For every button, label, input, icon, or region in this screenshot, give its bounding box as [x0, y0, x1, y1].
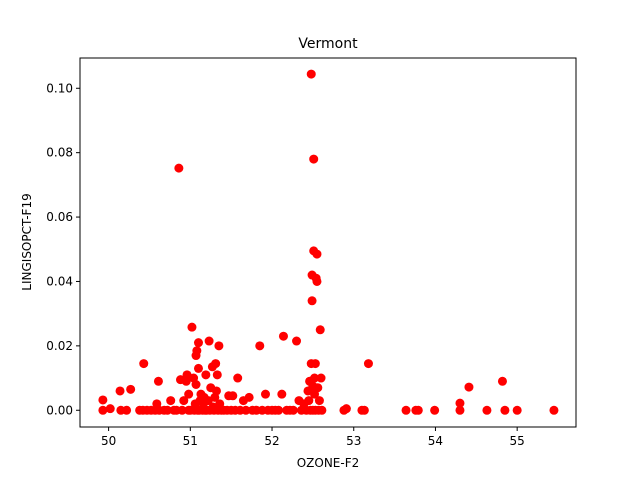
- data-point-130: [464, 382, 474, 392]
- data-point-118: [317, 405, 327, 415]
- y-tick-label: 0.06: [46, 210, 73, 224]
- data-point-6: [126, 384, 136, 394]
- data-point-117: [316, 373, 326, 383]
- x-tick-label: 50: [101, 434, 116, 448]
- data-point-111: [312, 249, 322, 259]
- data-point-23: [177, 405, 187, 415]
- x-tick-label: 51: [183, 434, 198, 448]
- data-point-24: [179, 396, 189, 406]
- x-tick-label: 53: [346, 434, 361, 448]
- data-point-5: [122, 405, 132, 415]
- data-point-68: [228, 391, 238, 401]
- data-point-21: [174, 163, 184, 173]
- x-tick-label: 55: [510, 434, 525, 448]
- data-point-109: [310, 359, 320, 369]
- data-point-106: [310, 373, 320, 383]
- data-point-113: [313, 383, 323, 393]
- data-point-73: [241, 405, 251, 415]
- data-point-38: [193, 338, 203, 348]
- data-point-79: [260, 389, 270, 399]
- data-point-83: [274, 405, 284, 415]
- y-tick-label: 0.08: [46, 146, 73, 160]
- data-point-128: [455, 398, 465, 408]
- x-axis: 50 51 52 53 54 55: [101, 427, 525, 448]
- data-point-57: [211, 359, 221, 369]
- data-point-85: [278, 331, 288, 341]
- data-point-61: [214, 341, 224, 351]
- x-tick-label: 52: [264, 434, 279, 448]
- data-point-36: [192, 346, 202, 356]
- data-point-135: [549, 405, 559, 415]
- data-point-0: [98, 395, 108, 405]
- data-point-95: [304, 396, 314, 406]
- data-point-27: [184, 389, 194, 399]
- data-point-70: [233, 373, 243, 383]
- data-point-126: [413, 405, 423, 415]
- data-point-47: [201, 370, 211, 380]
- y-axis: 0.00 0.02 0.04 0.06 0.08 0.10: [46, 81, 80, 417]
- data-point-17: [162, 405, 172, 415]
- data-point-132: [497, 376, 507, 386]
- y-axis-label: LINGISOPCT-F19: [20, 193, 34, 290]
- data-point-115: [314, 396, 324, 406]
- x-tick-label: 54: [428, 434, 443, 448]
- y-tick-label: 0.02: [46, 339, 73, 353]
- y-tick-label: 0.00: [46, 403, 73, 417]
- data-point-101: [307, 296, 317, 306]
- data-point-134: [512, 405, 522, 415]
- data-point-74: [244, 392, 254, 402]
- data-point-77: [255, 341, 265, 351]
- data-point-120: [341, 404, 351, 414]
- data-point-9: [139, 359, 149, 369]
- x-axis-label: OZONE-F2: [297, 456, 360, 470]
- data-point-39: [193, 363, 203, 373]
- data-point-2: [105, 404, 115, 414]
- data-point-127: [430, 405, 440, 415]
- data-point-84: [277, 389, 287, 399]
- data-point-88: [288, 405, 298, 415]
- data-point-89: [292, 336, 302, 346]
- chart-title: Vermont: [298, 36, 358, 52]
- data-point-122: [359, 405, 369, 415]
- data-point-14: [153, 376, 163, 386]
- plot-frame: [79, 57, 577, 428]
- data-point-50: [204, 336, 214, 346]
- data-point-59: [212, 370, 222, 380]
- data-point-104: [309, 154, 319, 164]
- data-point-3: [115, 386, 125, 396]
- data-point-34: [191, 380, 201, 389]
- data-point-98: [306, 69, 316, 79]
- data-point-131: [482, 405, 492, 415]
- data-point-18: [166, 396, 176, 406]
- data-point-129: [455, 405, 465, 415]
- data-point-30: [187, 322, 197, 332]
- y-tick-label: 0.10: [46, 81, 73, 95]
- data-point-133: [500, 405, 510, 415]
- data-point-116: [315, 325, 325, 335]
- data-points: [98, 69, 559, 415]
- data-point-123: [363, 359, 373, 369]
- data-point-58: [211, 386, 221, 396]
- data-point-112: [312, 276, 322, 286]
- data-point-1: [98, 405, 108, 415]
- y-tick-label: 0.04: [46, 274, 73, 288]
- data-point-124: [401, 405, 411, 415]
